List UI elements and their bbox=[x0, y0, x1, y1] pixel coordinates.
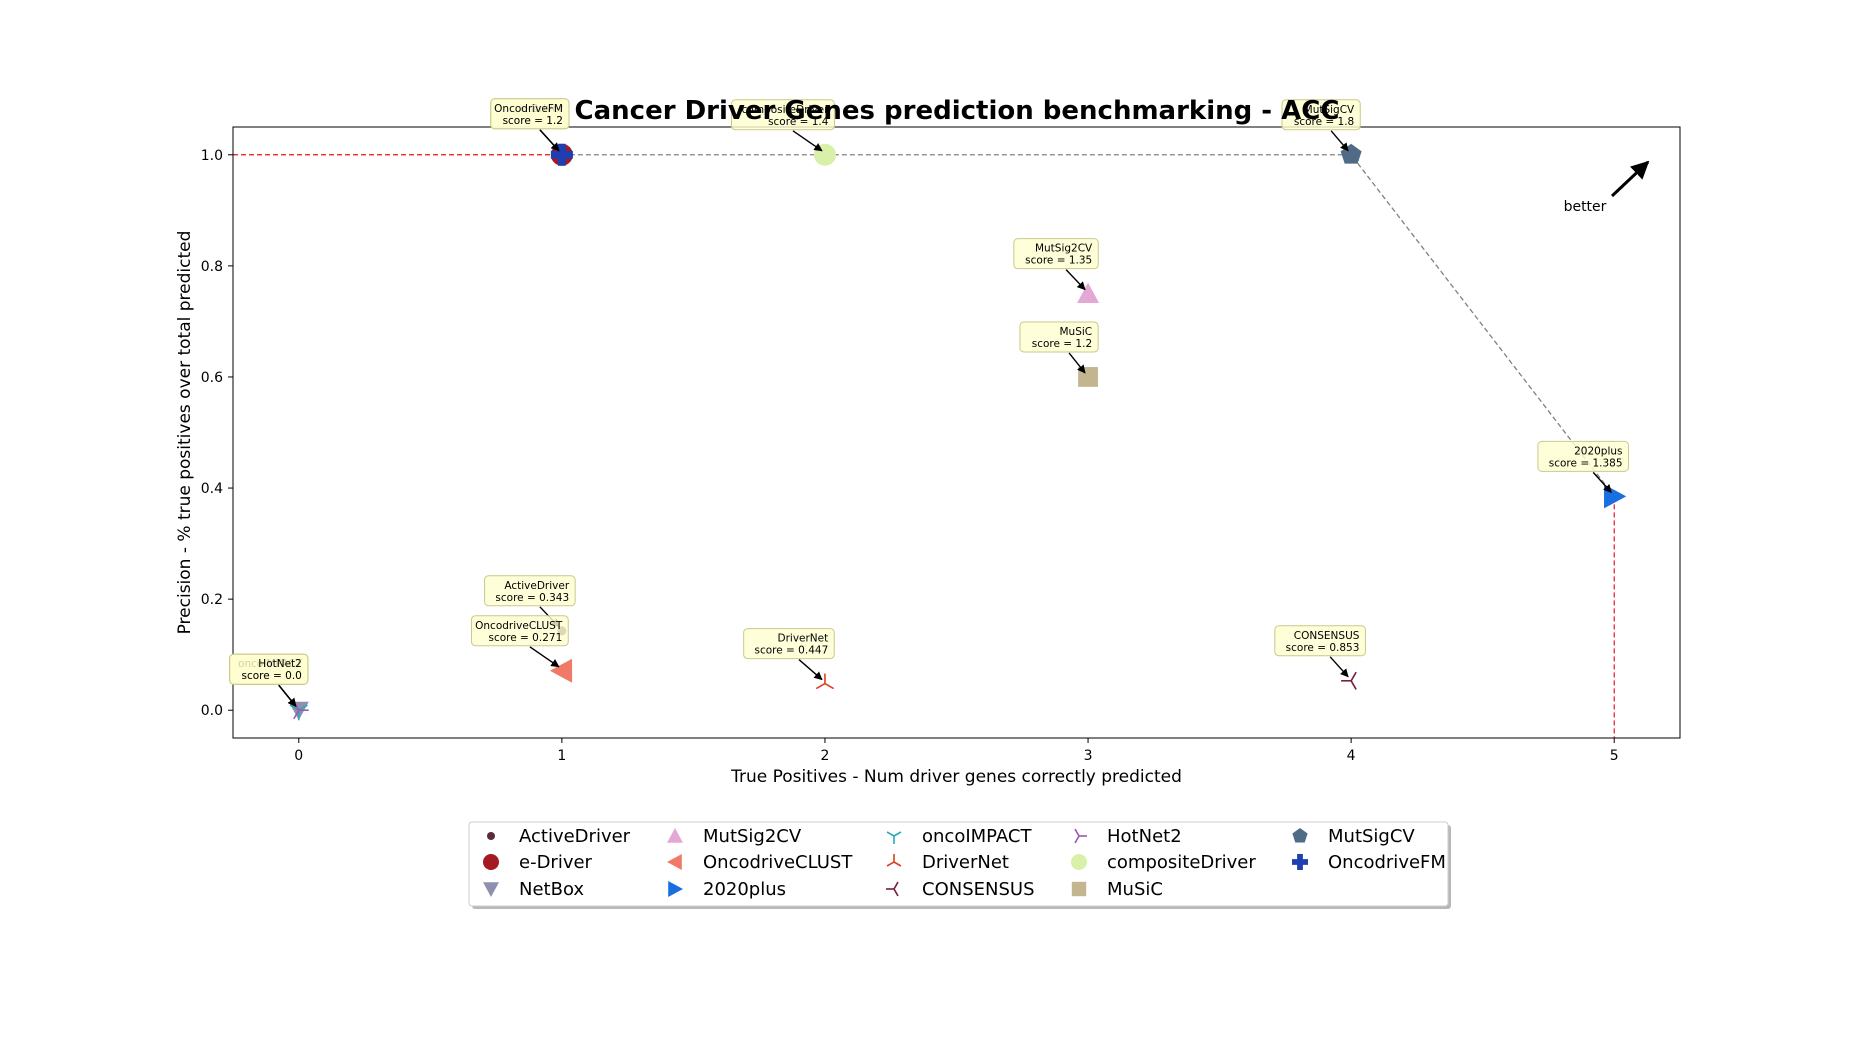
legend-marker-oncodrivefm bbox=[1292, 854, 1308, 870]
annotation-name-compositedriver: compositeDriver bbox=[742, 104, 829, 116]
legend-label-2020plus: 2020plus bbox=[703, 879, 786, 900]
legend-marker-oncodriveclust bbox=[667, 854, 682, 870]
y-tick-label: 0.8 bbox=[201, 259, 223, 275]
legend-label-activedriver: ActiveDriver bbox=[519, 826, 631, 847]
legend-marker-consensus bbox=[886, 881, 899, 897]
annotation-name-hotnet2: HotNet2 bbox=[258, 658, 302, 670]
legend-label-mutsig2cv: MutSig2CV bbox=[703, 826, 802, 847]
annotation-box bbox=[490, 98, 570, 130]
annotation-box bbox=[1537, 440, 1630, 472]
legend-label-mutsigcv: MutSigCV bbox=[1328, 826, 1415, 847]
legend-label-netbox: NetBox bbox=[519, 879, 584, 900]
marker-drivernet bbox=[815, 673, 835, 690]
annotation-arrow bbox=[278, 684, 297, 707]
annotation-name-drivernet: DriverNet bbox=[778, 633, 829, 645]
annotation-name-mutsigcv: MutSigCV bbox=[1304, 104, 1355, 116]
legend-label-oncodriveclust: OncodriveCLUST bbox=[703, 852, 853, 873]
marker-mutsig2cv bbox=[1077, 282, 1100, 303]
annotation-arrow bbox=[529, 646, 560, 668]
y-tick-label: 0.6 bbox=[201, 370, 223, 386]
legend-marker-hotnet2 bbox=[1074, 828, 1087, 844]
annotation-arrow bbox=[539, 129, 560, 152]
legend-marker-drivernet bbox=[886, 854, 902, 867]
annotation-arrow bbox=[792, 130, 823, 152]
annotation-name-oncodrivefm: OncodriveFM bbox=[494, 103, 563, 115]
legend-marker-netbox bbox=[483, 882, 499, 897]
legend-label-music: MuSiC bbox=[1107, 879, 1163, 900]
chart-title: Cancer Driver Genes prediction benchmark… bbox=[575, 96, 1340, 126]
x-tick-label: 4 bbox=[1347, 748, 1356, 764]
better-arrow bbox=[1610, 160, 1650, 198]
legend-box bbox=[468, 821, 1449, 907]
annotation-name-activedriver: ActiveDriver bbox=[504, 580, 569, 592]
legend-label-e-driver: e-Driver bbox=[519, 852, 593, 873]
x-tick-label: 2 bbox=[820, 748, 829, 764]
annotation-score-mutsigcv: score = 1.8 bbox=[1294, 116, 1354, 128]
marker-music bbox=[1078, 367, 1098, 387]
annotation-score-consensus: score = 0.853 bbox=[1286, 642, 1360, 654]
annotation-name-2020plus: 2020plus bbox=[1574, 445, 1622, 457]
legend-marker-e-driver bbox=[483, 854, 499, 870]
x-tick-label: 0 bbox=[294, 748, 303, 764]
annotation-score-activedriver: score = 0.343 bbox=[495, 592, 569, 604]
better-label: better bbox=[1564, 199, 1607, 215]
x-axis-label: True Positives - Num driver genes correc… bbox=[730, 767, 1182, 787]
y-tick-label: 1.0 bbox=[201, 148, 223, 164]
legend-marker-music bbox=[1071, 881, 1087, 897]
annotation-arrow bbox=[798, 659, 823, 681]
annotation-arrow bbox=[1068, 352, 1086, 374]
legend-marker-compositedriver bbox=[1071, 854, 1087, 870]
annotation-score-drivernet: score = 0.447 bbox=[755, 645, 829, 657]
legend-marker-mutsigcv bbox=[1292, 828, 1308, 843]
annotation-box bbox=[1019, 321, 1099, 353]
legend-marker-activedriver bbox=[487, 832, 495, 840]
legend-label-drivernet: DriverNet bbox=[922, 852, 1009, 873]
x-tick-label: 3 bbox=[1084, 748, 1093, 764]
annotation-name-mutsig2cv: MutSig2CV bbox=[1035, 243, 1093, 255]
legend-label-oncoimpact: oncoIMPACT bbox=[922, 826, 1032, 847]
pareto-frontier-line bbox=[561, 154, 1615, 497]
annotation-arrow bbox=[1330, 130, 1349, 152]
plot-area-frame bbox=[232, 126, 1681, 739]
annotation-arrow bbox=[1065, 269, 1086, 291]
annotation-box bbox=[1013, 238, 1099, 270]
annotation-name-consensus: CONSENSUS bbox=[1294, 630, 1360, 642]
legend-label-hotnet2: HotNet2 bbox=[1107, 826, 1182, 847]
annotation-score-music: score = 1.2 bbox=[1032, 338, 1092, 350]
annotation-box bbox=[1281, 99, 1361, 131]
marker-oncodriveclust bbox=[549, 658, 573, 683]
y-tick-label: 0.0 bbox=[201, 703, 223, 719]
marker-consensus bbox=[1341, 671, 1357, 690]
y-axis-label: Precision - % true positives over total … bbox=[175, 231, 195, 635]
y-tick-label: 0.2 bbox=[201, 592, 223, 608]
legend-label-compositedriver: compositeDriver bbox=[1107, 852, 1256, 873]
annotation-box bbox=[470, 615, 569, 647]
legend-marker-oncoimpact bbox=[886, 831, 902, 844]
annotation-name-oncodriveclust: OncodriveCLUST bbox=[475, 620, 563, 632]
annotation-box bbox=[1274, 625, 1366, 657]
annotation-arrow bbox=[1592, 471, 1612, 494]
x-tick-label: 5 bbox=[1610, 748, 1619, 764]
annotation-score-oncodriveclust: score = 0.271 bbox=[489, 632, 563, 644]
y-tick-label: 0.4 bbox=[201, 481, 223, 497]
x-tick-label: 1 bbox=[557, 748, 566, 764]
annotation-box bbox=[229, 653, 309, 685]
annotation-score-compositedriver: score = 1.4 bbox=[768, 116, 829, 128]
annotation-arrow bbox=[1329, 656, 1349, 678]
annotation-score-mutsig2cv: score = 1.35 bbox=[1025, 255, 1092, 267]
legend-marker-2020plus bbox=[668, 881, 683, 897]
legend-label-oncodrivefm: OncodriveFM bbox=[1328, 852, 1446, 873]
annotation-box bbox=[484, 575, 576, 607]
marker-oncodrivefm bbox=[550, 143, 573, 166]
legend-marker-mutsig2cv bbox=[667, 828, 683, 843]
annotation-score-hotnet2: score = 0.0 bbox=[241, 670, 301, 682]
legend-label-consensus: CONSENSUS bbox=[922, 879, 1035, 900]
annotation-name-music: MuSiC bbox=[1060, 326, 1093, 338]
annotation-box bbox=[730, 99, 835, 131]
annotation-score-oncodrivefm: score = 1.2 bbox=[503, 115, 563, 127]
annotation-score-2020plus: score = 1.385 bbox=[1549, 457, 1623, 469]
annotation-box bbox=[743, 628, 835, 660]
